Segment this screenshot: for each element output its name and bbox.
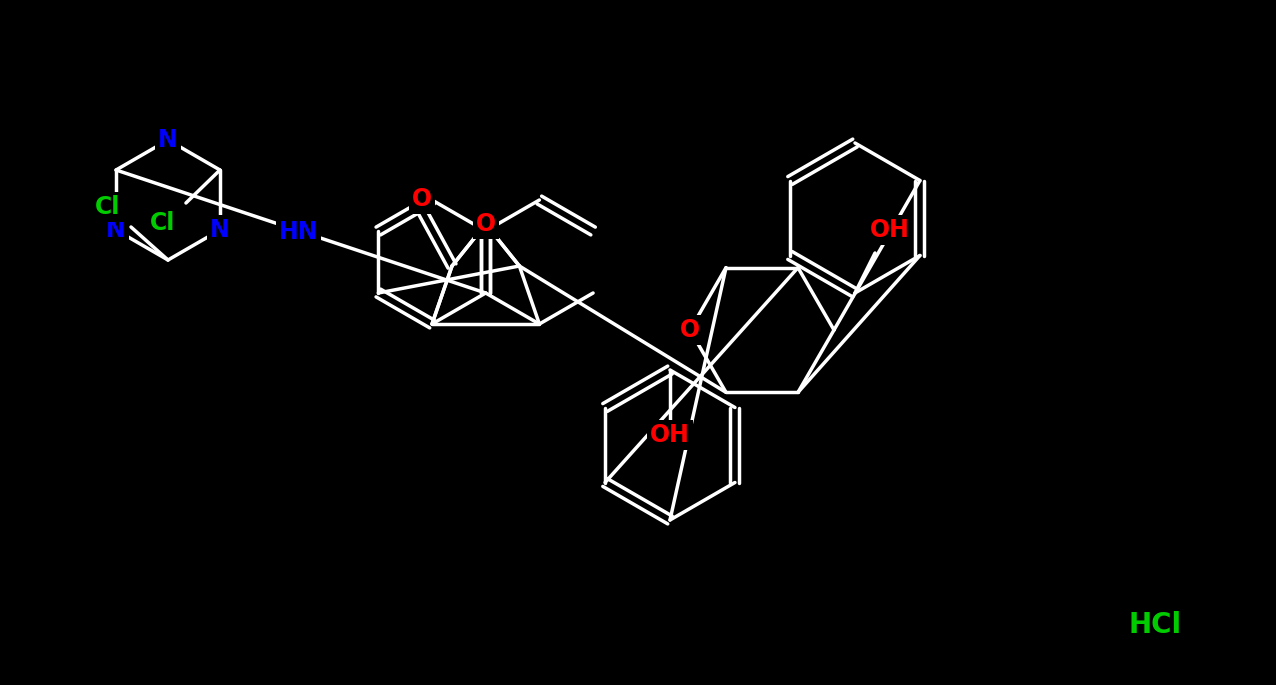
Text: HCl: HCl xyxy=(1128,611,1182,639)
Text: O: O xyxy=(412,187,433,211)
Text: N: N xyxy=(158,128,177,152)
Text: Cl: Cl xyxy=(96,195,121,219)
Text: OH: OH xyxy=(870,218,910,242)
Text: HN: HN xyxy=(279,219,319,243)
Text: N: N xyxy=(211,218,230,242)
Text: O: O xyxy=(476,212,496,236)
Text: OH: OH xyxy=(649,423,690,447)
Text: N: N xyxy=(106,218,126,242)
Text: O: O xyxy=(680,318,701,342)
Text: Cl: Cl xyxy=(151,211,176,235)
